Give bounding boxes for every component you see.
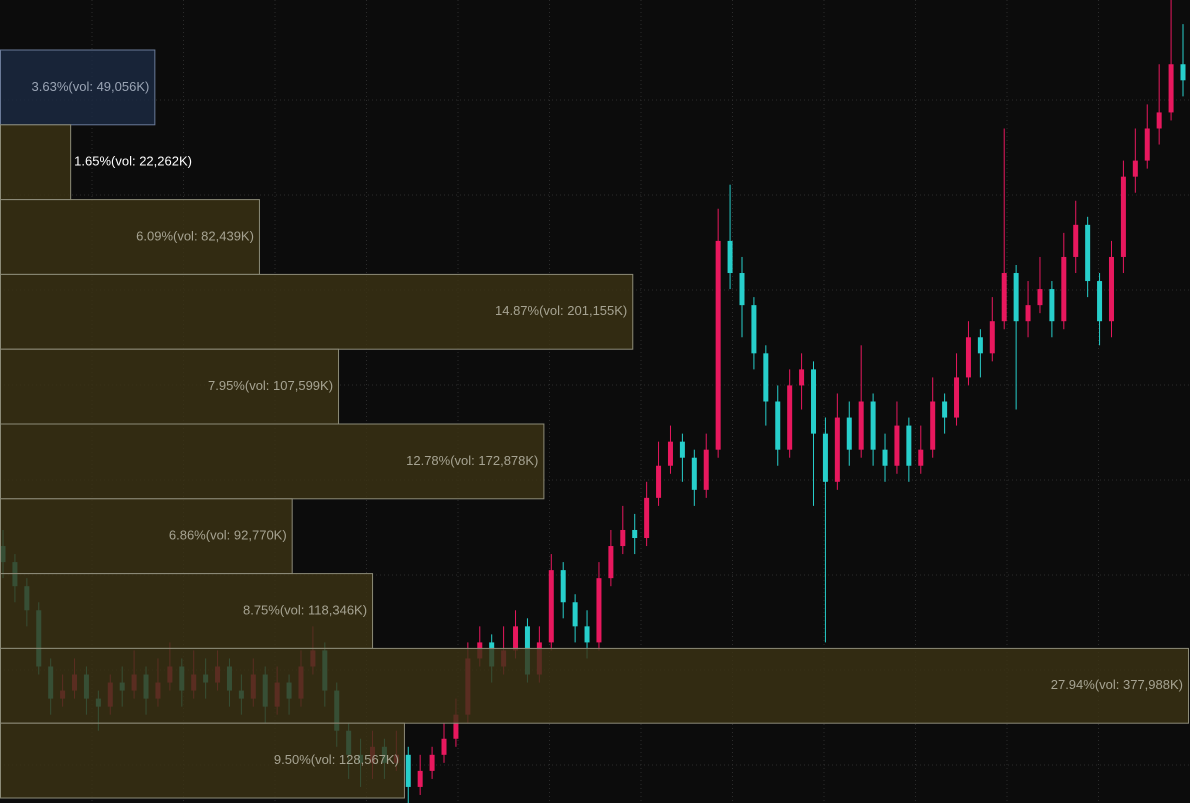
candle-body	[751, 305, 757, 354]
candle-body	[1061, 256, 1067, 322]
candle-body	[1085, 224, 1091, 282]
candle-body	[691, 457, 697, 490]
candle-body	[834, 417, 840, 482]
profile-label: 1.65%(vol: 22,262K)	[74, 154, 192, 169]
candle-body	[1097, 281, 1103, 322]
candle-body	[846, 417, 852, 450]
profile-label: 6.86%(vol: 92,770K)	[169, 528, 287, 543]
profile-label: 9.50%(vol: 128,567K)	[274, 752, 399, 767]
candle-body	[560, 570, 566, 603]
candle-body	[1144, 128, 1150, 161]
candle-body	[429, 754, 435, 771]
candle-body	[644, 497, 650, 539]
candle-body	[656, 465, 662, 498]
candle-body	[1156, 112, 1162, 129]
candle-body	[572, 602, 578, 627]
candle-body	[608, 546, 614, 579]
candle-body	[453, 714, 459, 739]
candle-body	[1132, 160, 1138, 177]
candle-body	[405, 754, 411, 787]
candle-body	[1001, 273, 1007, 322]
candle-body	[596, 578, 602, 643]
candle-body	[858, 401, 864, 450]
candle-body	[1049, 289, 1055, 322]
candle-body	[763, 353, 769, 402]
profile-label: 27.94%(vol: 377,988K)	[1051, 677, 1183, 692]
candle-body	[513, 626, 519, 651]
candle-body	[882, 449, 888, 466]
profile-bar	[0, 498, 293, 575]
candle-body	[739, 273, 745, 306]
candle-body	[870, 401, 876, 450]
candle-body	[715, 240, 721, 450]
candle-body	[620, 529, 626, 547]
candle-body	[1180, 64, 1186, 81]
candle-body	[954, 377, 960, 418]
candle-body	[548, 570, 554, 643]
candle-body	[417, 770, 423, 787]
candle-body	[822, 433, 828, 482]
candle-body	[894, 425, 900, 466]
candle-body	[1073, 224, 1079, 257]
candle-body	[906, 425, 912, 466]
candle-body	[965, 337, 971, 378]
candle-body	[584, 626, 590, 643]
candle-body	[1013, 273, 1019, 322]
candle-body	[811, 369, 817, 434]
profile-label: 8.75%(vol: 118,346K)	[243, 602, 367, 617]
candle-body	[787, 385, 793, 450]
profile-label: 6.09%(vol: 82,439K)	[136, 228, 254, 243]
volume-profile: 3.63%(vol: 49,056K) 1.65%(vol: 22,262K) 6.…	[0, 49, 1189, 799]
candle-body	[1108, 256, 1114, 322]
candle-body	[775, 401, 781, 450]
candle-body	[1037, 289, 1043, 306]
profile-label: 7.95%(vol: 107,599K)	[208, 378, 333, 393]
candle-body	[977, 337, 983, 354]
profile-bar	[0, 348, 340, 425]
candle-body	[703, 449, 709, 490]
profile-bar	[0, 722, 405, 799]
candle-body	[989, 321, 995, 354]
profile-label: 3.63%(vol: 49,056K)	[32, 79, 150, 94]
profile-bar	[0, 199, 260, 275]
profile-bar	[0, 124, 72, 201]
profile-bar	[0, 49, 156, 126]
candle-body	[918, 449, 924, 466]
profile-bar	[0, 573, 374, 649]
candle-body	[632, 529, 638, 539]
profile-bar	[0, 423, 545, 500]
candle-body	[1120, 176, 1126, 257]
candle-body	[1025, 305, 1031, 322]
profile-bar	[0, 647, 1189, 724]
profile-label: 12.78%(vol: 172,878K)	[406, 453, 538, 468]
candle-body	[799, 369, 805, 386]
candle-body	[727, 240, 733, 274]
candle-body	[1168, 64, 1174, 113]
profile-label: 14.87%(vol: 201,155K)	[495, 303, 627, 318]
candle-body	[441, 738, 447, 755]
candle-body	[667, 441, 673, 466]
candle-body	[679, 441, 685, 458]
candle-body	[930, 401, 936, 450]
candle-body	[942, 401, 948, 418]
